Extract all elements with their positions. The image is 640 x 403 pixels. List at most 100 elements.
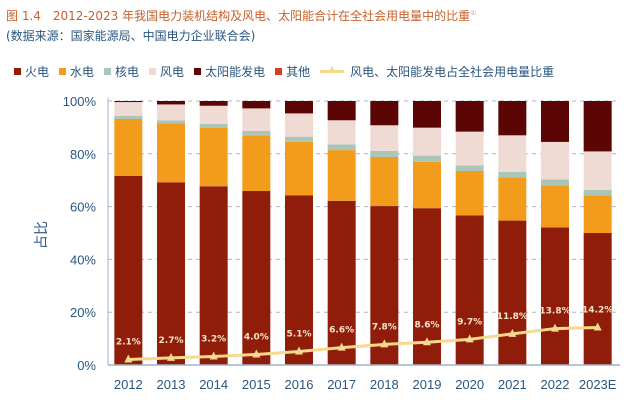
- line-marker: [551, 323, 559, 332]
- bar-segment-风电: [583, 151, 612, 190]
- line-marker: [209, 351, 218, 360]
- legend-swatch: [104, 68, 112, 75]
- bar-segment-太阳能发电: [285, 101, 313, 114]
- bar-segment-太阳能发电: [541, 101, 569, 142]
- bar-segment-太阳能发电: [370, 101, 399, 126]
- bar-segment-风电: [285, 113, 313, 137]
- bar-segment-水电: [199, 127, 228, 187]
- bar-segment-火电: [157, 182, 185, 365]
- bar-segment-风电: [455, 131, 484, 166]
- y-tick-label: 60%: [70, 200, 96, 215]
- footnote-marker: ①: [470, 9, 477, 17]
- share-line: [128, 326, 598, 361]
- data-label: 14.2%: [582, 306, 613, 316]
- line-marker: [167, 352, 175, 361]
- legend-swatch: [194, 68, 202, 75]
- legend-item: 太阳能发电: [194, 63, 265, 80]
- line-marker: [593, 322, 602, 331]
- data-label: 5.1%: [287, 330, 312, 340]
- bar-segment-水电: [327, 150, 356, 201]
- bar-segment-核电: [242, 130, 271, 136]
- x-tick-label: 2013: [157, 377, 186, 392]
- bar-segment-风电: [114, 102, 143, 116]
- x-tick-label: 2023E: [579, 377, 617, 392]
- bar-segment-火电: [541, 227, 569, 365]
- line-marker: [124, 354, 133, 363]
- data-label: 8.6%: [415, 320, 440, 330]
- bar-segment-核电: [455, 165, 484, 171]
- bar-segment-水电: [370, 156, 399, 207]
- legend-swatch: [14, 68, 21, 75]
- bar-segment-火电: [583, 233, 612, 365]
- y-axis-label: 占比: [34, 221, 50, 249]
- bar-segment-核电: [583, 189, 612, 196]
- bar-segment-风电: [413, 127, 441, 156]
- bar-segment-水电: [157, 123, 185, 183]
- line-marker: [380, 339, 389, 348]
- legend-item: 水电: [59, 63, 94, 80]
- line-marker: [423, 337, 431, 346]
- bar-segment-核电: [370, 150, 399, 157]
- x-tick-label: 2014: [199, 377, 228, 392]
- legend-item: 核电: [104, 63, 139, 80]
- legend-item: 其他: [275, 63, 310, 80]
- bar-segment-太阳能发电: [199, 101, 228, 106]
- bar-segment-火电: [242, 191, 271, 365]
- x-tick-label: 2016: [285, 377, 314, 392]
- chart-subtitle: (数据来源：国家能源局、中国电力企业联合会): [6, 29, 256, 43]
- legend-label: 火电: [25, 65, 50, 79]
- bar-segment-水电: [285, 141, 313, 196]
- x-tick-label: 2018: [370, 377, 399, 392]
- bar-segment-水电: [583, 195, 612, 233]
- data-label: 9.7%: [457, 317, 482, 327]
- bar-segment-水电: [114, 118, 143, 176]
- bar-segment-风电: [242, 108, 271, 131]
- legend: 火电 水电 核电 风电 太阳能发电 其他 风电、太阳能发电占全社会用电量比重: [14, 63, 564, 80]
- bar-segment-核电: [498, 171, 527, 178]
- data-label: 11.8%: [497, 312, 528, 322]
- bar-segment-风电: [498, 135, 527, 172]
- bar-segment-水电: [242, 135, 271, 192]
- bar-segment-火电: [114, 175, 143, 365]
- bar-segment-水电: [498, 177, 527, 221]
- y-tick-label: 100%: [63, 94, 97, 109]
- x-tick-label: 2022: [541, 377, 570, 392]
- x-tick-label: 2015: [242, 377, 271, 392]
- x-tick-label: 2017: [327, 377, 356, 392]
- legend-line-swatch: [320, 66, 345, 73]
- x-tick-label: 2020: [455, 377, 484, 392]
- data-label: 13.8%: [539, 307, 570, 317]
- bar-segment-太阳能发电: [583, 101, 612, 152]
- bar-segment-风电: [199, 105, 228, 124]
- bar-segment-核电: [541, 179, 569, 186]
- bar-segment-风电: [157, 104, 185, 121]
- bar-segment-太阳能发电: [498, 101, 527, 136]
- bar-segment-核电: [413, 155, 441, 162]
- bar-segment-水电: [413, 161, 441, 209]
- bar-segment-火电: [285, 195, 313, 365]
- legend-swatch: [275, 68, 283, 75]
- data-label: 3.2%: [201, 335, 226, 345]
- legend-label: 其他: [286, 65, 311, 79]
- legend-label: 风电: [160, 65, 185, 79]
- bar-segment-太阳能发电: [413, 101, 441, 128]
- bar-segment-水电: [541, 185, 569, 228]
- bar-segment-太阳能发电: [327, 101, 356, 121]
- bar-segment-风电: [541, 141, 569, 180]
- line-marker: [465, 334, 474, 343]
- bar-segment-风电: [370, 125, 399, 151]
- bar-segment-风电: [327, 120, 356, 145]
- x-tick-label: 2012: [114, 377, 143, 392]
- bar-segment-火电: [327, 200, 356, 365]
- legend-item-line: 风电、太阳能发电占全社会用电量比重: [320, 63, 554, 80]
- legend-label: 风电、太阳能发电占全社会用电量比重: [350, 65, 555, 79]
- x-tick-label: 2021: [498, 377, 527, 392]
- x-tick-label: 2019: [413, 377, 442, 392]
- legend-label: 水电: [70, 65, 95, 79]
- bar-segment-火电: [370, 206, 399, 365]
- legend-item: 风电: [149, 63, 184, 80]
- bar-segment-火电: [199, 186, 228, 365]
- line-marker: [295, 346, 303, 355]
- legend-item: 火电: [14, 63, 49, 80]
